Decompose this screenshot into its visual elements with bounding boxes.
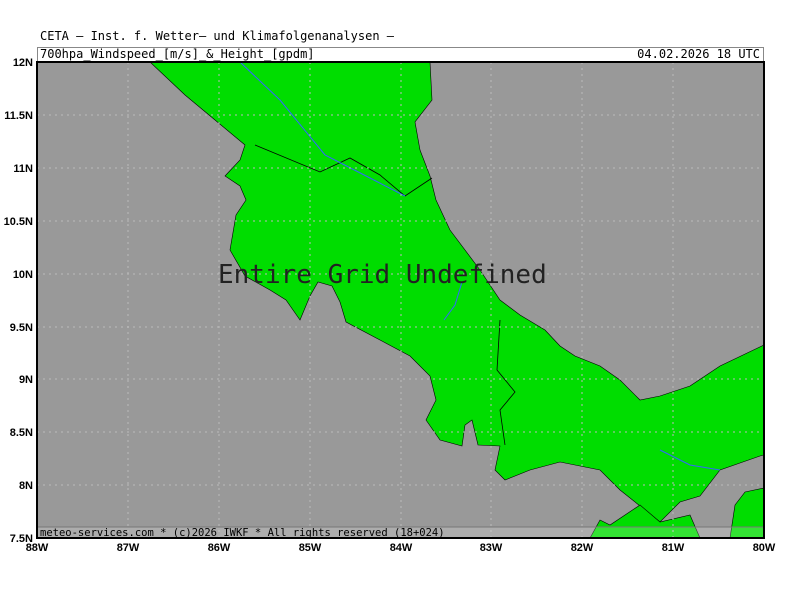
lat-label: 9.5N [10, 322, 33, 334]
copyright-footer: meteo-services.com * (c)2026 IWKF * All … [40, 527, 445, 539]
lon-label: 86W [208, 542, 231, 554]
lat-label: 10.5N [4, 216, 33, 228]
lon-label: 84W [390, 542, 413, 554]
lon-label: 85W [299, 542, 322, 554]
lat-label: 9N [19, 374, 33, 386]
undefined-message: Entire Grid Undefined [218, 260, 547, 290]
lon-label: 81W [662, 542, 685, 554]
lat-label: 7.5N [10, 533, 33, 545]
lon-label: 87W [117, 542, 140, 554]
lat-label: 12N [13, 57, 33, 69]
map-frame [36, 61, 765, 539]
lon-label: 83W [480, 542, 503, 554]
country-border [254, 144, 516, 446]
lat-label: 10N [13, 269, 33, 281]
land [149, 62, 764, 523]
lat-label: 8N [19, 480, 33, 492]
river [239, 62, 721, 471]
valid-time: 04.02.2026 18 UTC [637, 47, 760, 61]
product-name: 700hpa_Windspeed_[m/s]_&_Height_[gpdm] [40, 47, 315, 61]
lon-label: 80W [753, 542, 776, 554]
grid [37, 62, 764, 538]
lon-label: 88W [26, 542, 49, 554]
lat-label: 8.5N [10, 427, 33, 439]
institute-title: CETA – Inst. f. Wetter– und Klimafolgena… [40, 29, 395, 43]
lat-label: 11N [13, 163, 33, 175]
lat-axis: 12N 11.5N 11N 10.5N 10N 9.5N 9N 8.5N 8N … [4, 57, 33, 545]
lon-label: 82W [571, 542, 594, 554]
land-azuero [589, 504, 701, 538]
lon-axis: 88W 87W 86W 85W 84W 83W 82W 81W 80W [26, 542, 776, 554]
lat-label: 11.5N [4, 110, 33, 122]
footer-band [37, 527, 764, 538]
land-darien [729, 487, 764, 538]
